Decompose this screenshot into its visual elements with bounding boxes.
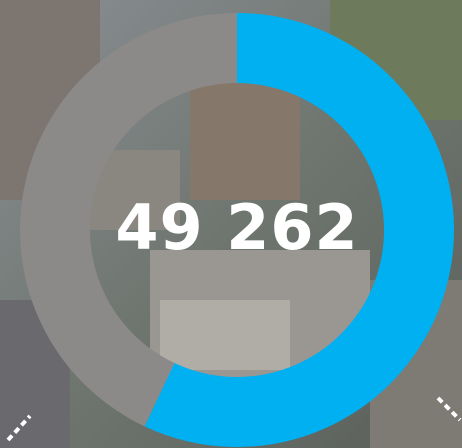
donut-segment [144,13,454,447]
donut [20,13,454,447]
center-label: 49 262 [115,191,358,264]
donut-segment [20,13,238,427]
corner-marks [6,396,462,442]
